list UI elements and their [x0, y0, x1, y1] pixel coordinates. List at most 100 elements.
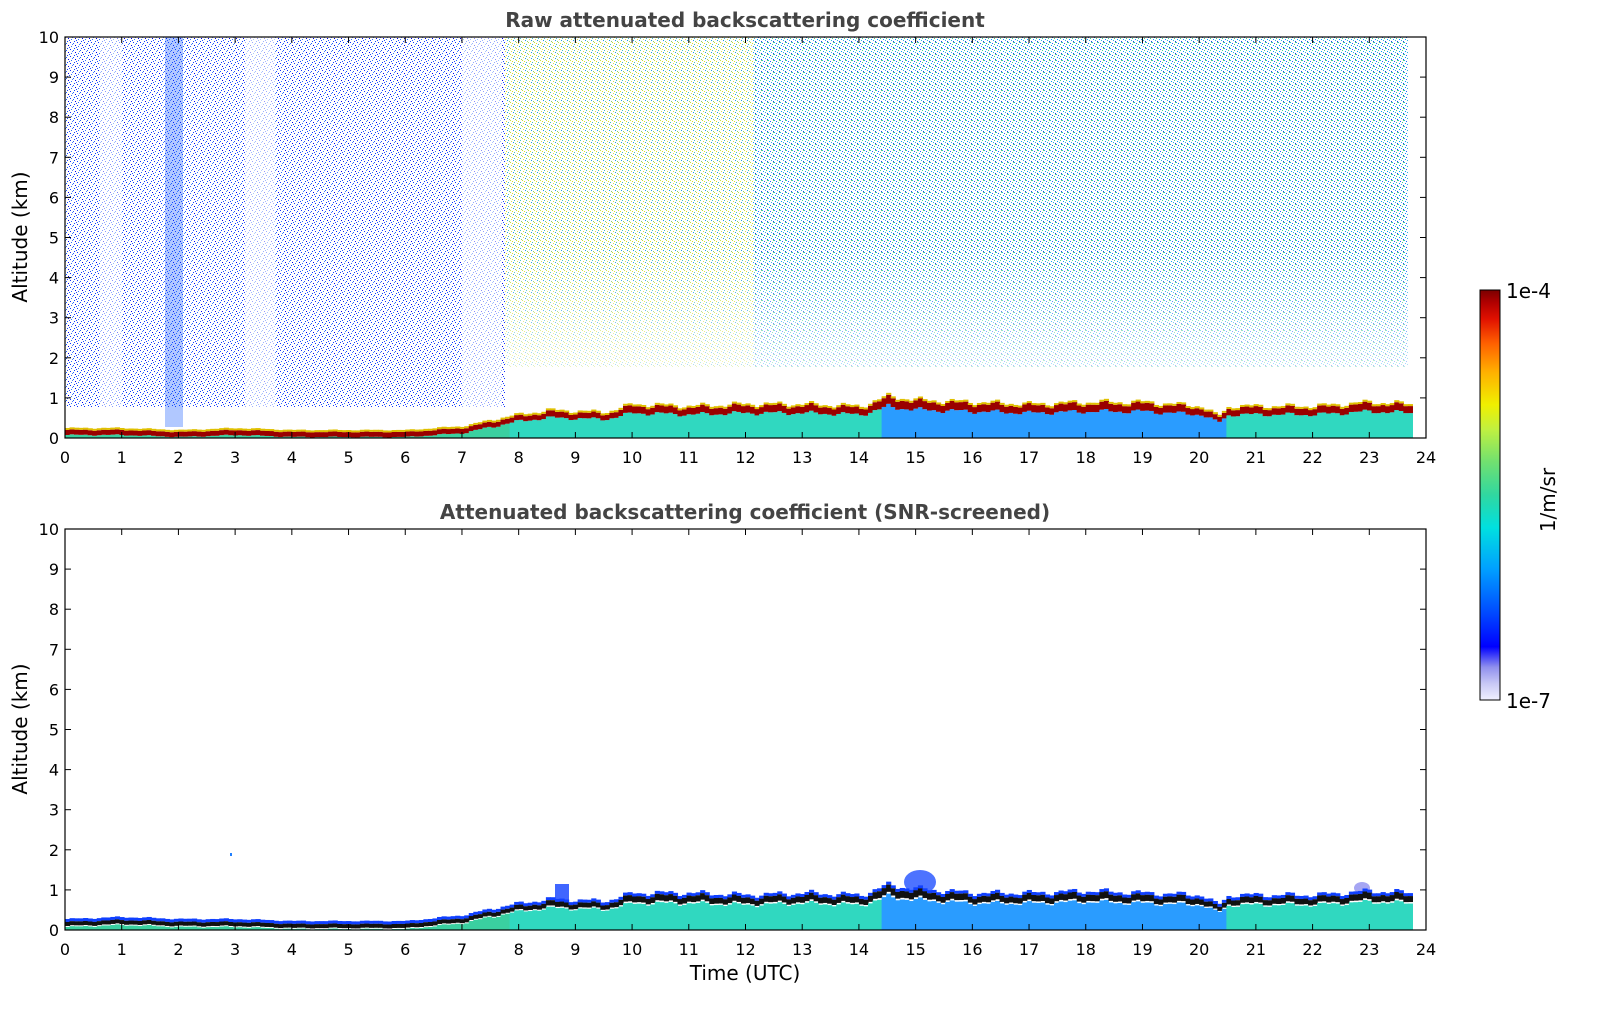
- layer-column: [1394, 900, 1400, 930]
- x-tick-label: 4: [287, 940, 297, 959]
- layer-column: [985, 903, 992, 930]
- layer-top-band: [541, 903, 547, 909]
- layer-top-band: [142, 920, 148, 925]
- layer-top-band: [405, 923, 411, 928]
- layer-top-edge: [827, 406, 833, 409]
- layer-top-edge: [1407, 893, 1413, 897]
- layer-column: [441, 924, 447, 930]
- layer-top-edge: [822, 894, 828, 898]
- layer-column: [1326, 903, 1332, 930]
- layer-top-edge: [396, 920, 402, 924]
- layer-top-band: [337, 431, 343, 437]
- layer-column: [1312, 415, 1318, 438]
- chart-title: Attenuated backscattering coefficient (S…: [440, 500, 1050, 524]
- layer-column: [1217, 911, 1223, 930]
- layer-top-edge: [123, 428, 130, 431]
- x-tick-label: 6: [400, 448, 410, 467]
- layer-column: [532, 910, 538, 930]
- layer-column: [1217, 421, 1223, 438]
- layer-column: [1090, 412, 1096, 438]
- y-tick-label: 3: [49, 309, 59, 328]
- layer-top-edge: [1348, 891, 1355, 895]
- layer-top-band: [1149, 895, 1155, 902]
- layer-top-edge: [432, 918, 438, 922]
- layer-top-edge: [87, 918, 93, 922]
- layer-top-edge: [83, 918, 89, 922]
- layer-top-edge: [455, 915, 461, 919]
- layer-top-edge: [237, 428, 243, 431]
- layer-top-band: [373, 923, 379, 928]
- layer-column: [110, 434, 116, 438]
- layer-top-edge: [387, 921, 393, 925]
- layer-column: [1162, 904, 1169, 930]
- layer-top-band: [269, 431, 275, 437]
- layer-top-edge: [795, 404, 801, 407]
- layer-top-band: [169, 432, 175, 438]
- layer-top-edge: [1199, 407, 1205, 410]
- x-ticks: 0 1 2 3 4 5 6 7 8 9 10 11 12 13 14 15 16 17 18 19 20 21 22 23 24: [60, 37, 1436, 467]
- layer-column: [505, 423, 511, 438]
- layer-top-band: [391, 923, 397, 928]
- layer-column: [945, 901, 951, 930]
- noise-region-night: [65, 37, 505, 407]
- layer-top-edge: [886, 392, 892, 395]
- layer-top-edge: [704, 404, 710, 407]
- layer-top-edge: [804, 891, 810, 895]
- layer-column: [1212, 419, 1218, 438]
- layer-top-edge: [300, 920, 307, 924]
- layer-top-band: [464, 428, 470, 434]
- layer-top-band: [786, 408, 792, 416]
- layer-top-edge: [114, 916, 121, 920]
- layer-top-band: [1203, 411, 1209, 418]
- layer-top-band: [368, 431, 375, 437]
- layer-top-band: [1258, 406, 1264, 414]
- layer-column: [745, 412, 751, 438]
- layer-top-edge: [623, 403, 629, 406]
- layer-top-band: [1326, 406, 1332, 414]
- layer-column: [450, 433, 456, 438]
- layer-column: [1063, 902, 1069, 930]
- layer-top-edge: [133, 428, 139, 431]
- layer-top-edge: [232, 919, 238, 923]
- layer-top-edge: [813, 892, 819, 896]
- layer-top-band: [559, 411, 565, 418]
- layer-column: [972, 905, 978, 930]
- layer-top-band: [1357, 404, 1364, 412]
- layer-column: [641, 904, 647, 930]
- layer-column: [849, 904, 855, 930]
- layer-column: [609, 418, 615, 438]
- layer-top-band: [1171, 405, 1178, 413]
- layer-top-band: [949, 892, 955, 899]
- layer-top-edge: [151, 917, 157, 921]
- layer-column: [1380, 412, 1386, 438]
- layer-top-band: [768, 405, 774, 413]
- layer-top-band: [990, 893, 996, 901]
- layer-top-edge: [128, 917, 134, 921]
- layer-column: [205, 927, 211, 930]
- layer-column: [677, 416, 683, 438]
- layer-column: [1371, 413, 1377, 438]
- x-tick-label: 23: [1359, 448, 1379, 467]
- layer-top-band: [146, 919, 152, 924]
- layer-top-band: [477, 914, 483, 919]
- layer-top-edge: [1099, 399, 1105, 402]
- layer-top-edge: [400, 920, 406, 924]
- layer-top-band: [781, 405, 787, 413]
- layer-top-band: [1221, 902, 1227, 908]
- layer-top-edge: [450, 426, 456, 429]
- layer-top-edge: [514, 901, 520, 905]
- layer-column: [1072, 410, 1078, 438]
- layer-top-edge: [591, 898, 597, 902]
- layer-top-band: [704, 406, 710, 414]
- layer-column: [536, 910, 542, 930]
- layer-top-band: [650, 897, 656, 904]
- layer-column: [1076, 903, 1082, 930]
- layer-top-edge: [890, 885, 896, 889]
- layer-top-edge: [1108, 401, 1114, 404]
- layer-column: [1344, 414, 1350, 438]
- layer-top-edge: [500, 417, 506, 420]
- layer-top-band: [809, 892, 815, 900]
- layer-column: [763, 411, 769, 438]
- y-tick-label: 7: [49, 640, 59, 659]
- layer-top-band: [677, 899, 683, 905]
